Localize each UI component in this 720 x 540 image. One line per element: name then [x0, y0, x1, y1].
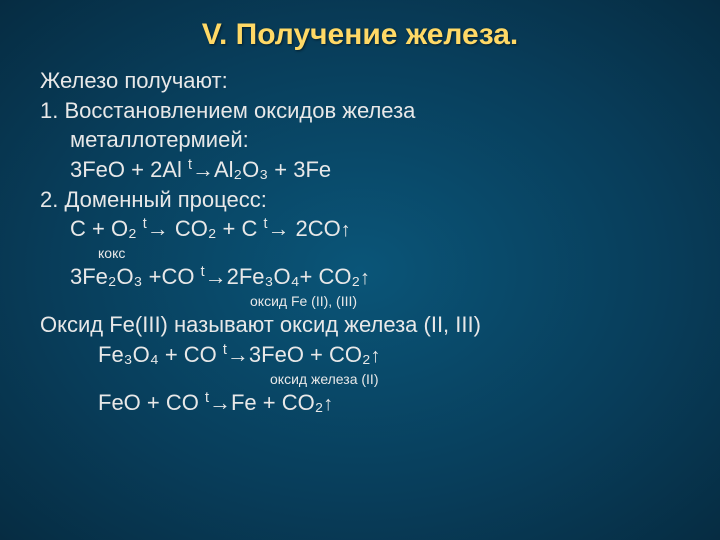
eq3-rhs: 2Fe₃O₄+ CO₂	[227, 264, 360, 289]
note-oxide-2-3: оксид Fe (II), (III)	[40, 292, 680, 310]
eq2-lhs: C + O₂	[70, 216, 143, 241]
slide-title: V. Получение железа.	[40, 18, 680, 52]
equation-2: C + O₂ t→ CO₂ + C t→ 2CO	[40, 214, 680, 244]
note-koks: кокс	[40, 244, 680, 262]
arrow-t-2a: t	[143, 216, 147, 232]
intro-line: Железо получают:	[40, 66, 680, 96]
eq5-rhs: Fe + CO₂	[231, 390, 323, 415]
eq4-rhs: 3FeO + CO₂	[249, 342, 371, 367]
gas-arrow-2	[360, 264, 370, 289]
arrow-t-1: t	[188, 157, 192, 173]
eq5-lhs: FeO + CO	[98, 390, 205, 415]
equation-3: 3Fe₂O₃ +CO t→2Fe₃O₄+ CO₂	[40, 262, 680, 292]
arrow-t-3: t	[201, 264, 205, 280]
equation-4: Fe₃O₄ + CO t→3FeO + CO₂	[40, 340, 680, 370]
arrow-t-4: t	[223, 342, 227, 358]
arrow-4: →	[227, 342, 249, 367]
arrow-2a: →	[147, 216, 169, 241]
equation-5: FeO + CO t→Fe + CO₂	[40, 388, 680, 418]
eq4-lhs: Fe₃O₄ + CO	[98, 342, 223, 367]
gas-arrow-3	[371, 342, 381, 367]
arrow-3: →	[205, 264, 227, 289]
eq1-lhs: 3FeO + 2Al	[70, 157, 188, 182]
eq2-mid: CO₂ + C	[169, 216, 264, 241]
arrow-5: →	[209, 390, 231, 415]
note-oxide-2: оксид железа (II)	[40, 370, 680, 388]
item-1-line-a: 1. Восстановлением оксидов железа	[40, 96, 680, 126]
equation-1: 3FeO + 2Al t→Al₂O₃ + 3Fe	[40, 155, 680, 185]
arrow-1: →	[192, 157, 214, 182]
arrow-2b: →	[267, 216, 289, 241]
gas-arrow-1	[341, 216, 351, 241]
oxide-name-line: Оксид Fe(III) называют оксид железа (II,…	[40, 310, 680, 340]
gas-arrow-4	[323, 390, 333, 415]
arrow-t-2b: t	[263, 216, 267, 232]
item-2-line: 2. Доменный процесс:	[40, 185, 680, 215]
eq2-rhs: 2CO	[289, 216, 340, 241]
eq1-rhs: Al₂O₃ + 3Fe	[214, 157, 331, 182]
item-1-line-b: металлотермией:	[40, 125, 680, 155]
arrow-t-5: t	[205, 390, 209, 406]
eq3-lhs: 3Fe₂O₃ +CO	[70, 264, 201, 289]
